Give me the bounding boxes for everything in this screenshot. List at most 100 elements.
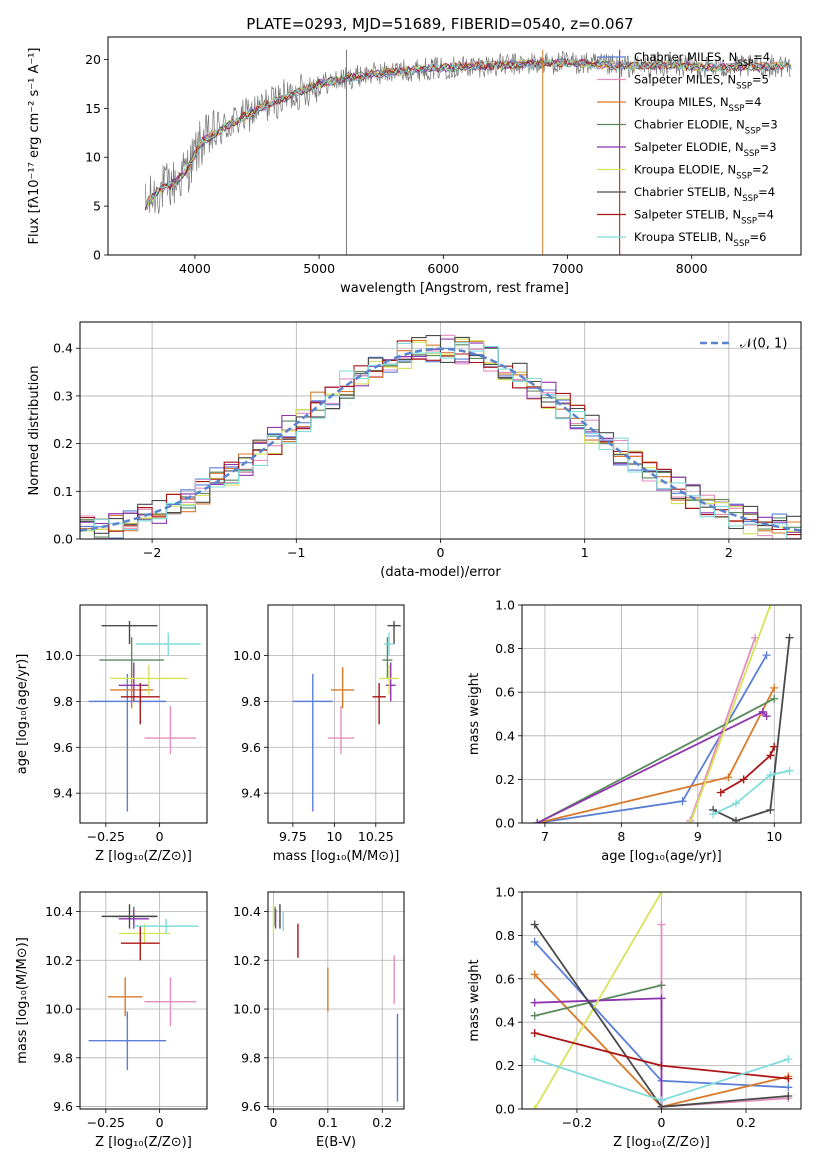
- errorbar-point: [120, 683, 160, 725]
- errorbar-point: [144, 705, 197, 755]
- legend-entry: Kroupa ELODIE, NSSP=2: [634, 163, 769, 182]
- plot-area: [530, 892, 793, 1109]
- weight-marker: [530, 920, 539, 929]
- y-tick-label: 10.2: [45, 953, 73, 968]
- x-tick-label: −1: [287, 545, 305, 560]
- weight-marker: [784, 1055, 793, 1064]
- errorbar-point: [331, 666, 355, 709]
- weight-marker: [770, 683, 779, 692]
- y-tick-label: 0.8: [495, 928, 515, 943]
- y-tick-label: 0.4: [495, 1015, 515, 1030]
- x-tick-label: 5000: [303, 261, 335, 276]
- weight-marker: [724, 773, 733, 782]
- legend-entry: 𝒩(0, 1): [740, 337, 787, 352]
- y-tick-label: 1.0: [495, 885, 515, 900]
- x-tick-label: 6000: [427, 261, 459, 276]
- histogram-step: [80, 342, 801, 539]
- weight-line: [537, 687, 776, 823]
- weight-line: [689, 605, 772, 823]
- x-axis-label: Z [log₁₀(Z/Z⊙)]: [95, 1135, 192, 1150]
- y-tick-label: 9.8: [53, 1050, 73, 1065]
- y-tick-label: 0.0: [495, 1102, 515, 1117]
- weight-marker: [716, 788, 725, 797]
- x-tick-label: 8000: [676, 261, 708, 276]
- errorbar-point: [101, 621, 158, 645]
- weight-marker: [766, 605, 775, 609]
- errorbar-point: [292, 673, 333, 812]
- errorbar-point: [118, 923, 171, 944]
- y-tick-label: 0.6: [495, 971, 515, 986]
- x-tick-label: −0.25: [87, 1115, 125, 1130]
- y-axis-label: mass weight: [467, 673, 482, 755]
- x-axis-label: wavelength [Angstrom, rest frame]: [340, 281, 569, 296]
- weight-line: [720, 746, 776, 794]
- weight-marker: [762, 712, 771, 721]
- weight-marker: [732, 816, 741, 823]
- weight-marker: [530, 1055, 539, 1064]
- y-tick-label: 9.6: [53, 1099, 73, 1114]
- plot-area: [292, 621, 401, 812]
- x-tick-label: 0: [156, 1115, 164, 1130]
- y-tick-label: 9.8: [241, 1050, 261, 1065]
- x-tick-label: 0.1: [318, 1115, 338, 1130]
- weight-marker: [784, 1074, 793, 1083]
- y-tick-label: 0.4: [53, 341, 73, 356]
- weight-line: [689, 637, 756, 822]
- errorbar-point: [118, 662, 149, 702]
- errorbar-point: [99, 637, 164, 679]
- x-axis-label: (data-model)/error: [380, 565, 501, 580]
- weight-line: [712, 769, 790, 816]
- y-tick-label: 9.4: [53, 786, 73, 801]
- y-tick-label: 9.6: [241, 1099, 261, 1114]
- weight-marker: [732, 799, 741, 808]
- legend-entry: Salpeter STELIB, NSSP=4: [634, 208, 774, 227]
- weight-marker: [530, 1105, 539, 1109]
- x-tick-label: 10.25: [358, 829, 394, 844]
- y-tick-label: 9.6: [241, 740, 261, 755]
- x-tick-label: 10: [326, 829, 342, 844]
- x-tick-label: 0: [156, 829, 164, 844]
- figure-title: PLATE=0293, MJD=51689, FIBERID=0540, z=0…: [246, 15, 633, 33]
- y-tick-label: 0.1: [53, 484, 73, 499]
- errorbar-point: [379, 664, 400, 695]
- x-tick-label: 0: [437, 545, 445, 560]
- y-tick-label: 9.6: [53, 740, 73, 755]
- weight-line: [536, 697, 775, 823]
- errorbar-point: [144, 977, 197, 1027]
- x-tick-label: 0.2: [372, 1115, 392, 1130]
- legend-entry: Chabrier STELIB, NSSP=4: [634, 185, 775, 204]
- weight-marker: [530, 970, 539, 979]
- panel-mass-weight-vs-Z: −0.2 0 0.2 0.0 0.2 0.4 0.6 0.8 1.0 Z [log₁₀(Z/Z⊙)…: [467, 885, 802, 1150]
- errorbar-point: [385, 662, 396, 702]
- x-tick-label: −0.25: [87, 829, 125, 844]
- y-tick-label: 0.2: [53, 436, 73, 451]
- x-tick-label: 10: [766, 829, 782, 844]
- weight-marker: [657, 1061, 666, 1070]
- weight-marker: [533, 819, 542, 823]
- y-axis-label: Normed distribution: [27, 366, 42, 496]
- x-tick-label: 0.2: [736, 1115, 756, 1130]
- x-axis-label: mass [log₁₀(M/M⊙)]: [273, 849, 400, 864]
- y-tick-label: 0.8: [495, 641, 515, 656]
- weight-marker: [762, 651, 771, 660]
- x-tick-label: 9.75: [279, 829, 307, 844]
- legend-entry: Chabrier MILES, NSSP=4: [634, 50, 770, 69]
- weight-marker: [785, 766, 794, 775]
- y-tick-label: 10.4: [233, 904, 261, 919]
- weight-line: [712, 637, 791, 822]
- normal-curve: [80, 347, 801, 532]
- x-tick-label: 2: [725, 545, 733, 560]
- plot-area: [144, 49, 792, 255]
- axes-frame: [267, 891, 405, 1110]
- spectrum-legend: Chabrier MILES, NSSP=4 Salpeter MILES, NS…: [597, 50, 778, 249]
- y-tick-label: 1.0: [495, 598, 515, 613]
- errorbar-point: [120, 926, 160, 961]
- legend-entry: Kroupa MILES, NSSP=4: [634, 95, 761, 114]
- y-tick-label: 15: [85, 101, 101, 116]
- weight-marker: [770, 694, 779, 703]
- model-fit-line: [144, 58, 792, 207]
- panel-residuals: −2 −1 0 1 2 0.0 0.1 0.2 0.3 0.4 (data-model)/error…: [27, 321, 802, 580]
- y-tick-label: 10.0: [233, 648, 261, 663]
